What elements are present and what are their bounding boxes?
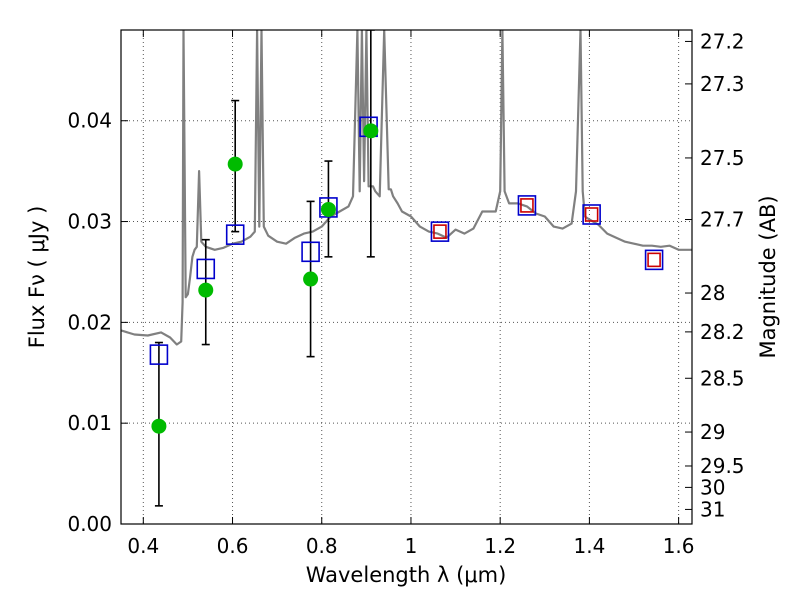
nir-square-2 bbox=[584, 207, 599, 222]
nir-square-0 bbox=[433, 224, 447, 239]
x-tick-label-6: 1.6 bbox=[663, 534, 695, 558]
model-band-square-6 bbox=[430, 221, 450, 242]
y-tick-label-1: 0.01 bbox=[67, 411, 112, 435]
mag-tick-label-2: 27.5 bbox=[700, 146, 745, 170]
observed-point-0 bbox=[151, 418, 167, 434]
mag-tick-label-3: 27.7 bbox=[700, 208, 745, 232]
observed-point-4 bbox=[320, 201, 336, 217]
mag-tick-label-0: 27.2 bbox=[700, 29, 745, 53]
mag-tick-label-7: 29 bbox=[700, 420, 725, 444]
x-axis-label: Wavelength λ (μm) bbox=[306, 563, 507, 587]
model-spectrum bbox=[121, 30, 692, 346]
axis-ticks bbox=[121, 30, 692, 525]
y-tick-label-3: 0.03 bbox=[67, 210, 112, 234]
nir-square-3 bbox=[647, 252, 661, 268]
y-axis-label: Flux Fν ( μJy ) bbox=[25, 206, 49, 349]
mag-tick-label-10: 31 bbox=[700, 497, 725, 521]
observed-point-3 bbox=[303, 271, 319, 287]
mag-tick-label-9: 30 bbox=[700, 475, 725, 499]
y-tick-label-2: 0.02 bbox=[67, 310, 112, 334]
y-axis-right-label: Magnitude (AB) bbox=[756, 195, 780, 358]
model-band-square-0 bbox=[149, 344, 169, 365]
mag-tick-label-5: 28.2 bbox=[700, 320, 745, 344]
observed-point-5 bbox=[363, 123, 379, 139]
model-band-square-1 bbox=[196, 258, 216, 280]
x-tick-label-5: 1.4 bbox=[573, 534, 605, 558]
y-tick-label-4: 0.04 bbox=[67, 109, 112, 133]
observed-point-2 bbox=[227, 156, 243, 172]
x-tick-label-2: 0.8 bbox=[306, 534, 338, 558]
y-tick-label-0: 0.00 bbox=[67, 512, 112, 536]
mag-tick-label-1: 27.3 bbox=[700, 72, 745, 96]
grid-lines bbox=[121, 30, 692, 525]
model-band-square-7 bbox=[517, 195, 537, 216]
model-band-square-3 bbox=[301, 241, 320, 263]
observed-point-1 bbox=[198, 282, 214, 298]
tick-labels: 0.4 0.6 0.8 1 1.2 1.4 1.6 0.00 0.01 0.02 0.03 0.04 2… bbox=[67, 29, 744, 558]
model-band-square-9 bbox=[644, 249, 664, 271]
x-tick-label-4: 1.2 bbox=[484, 534, 516, 558]
model-spectrum-line bbox=[121, 30, 692, 346]
nir-square-1 bbox=[520, 198, 534, 213]
plot-frame bbox=[120, 29, 693, 525]
x-tick-label-0: 0.4 bbox=[127, 534, 159, 558]
x-tick-label-3: 1 bbox=[405, 534, 418, 558]
mag-tick-label-8: 29.5 bbox=[700, 454, 745, 478]
mag-tick-label-6: 28.5 bbox=[700, 366, 745, 390]
model-band-square-8 bbox=[582, 204, 601, 225]
data-markers bbox=[149, 30, 664, 507]
x-tick-label-1: 0.6 bbox=[217, 534, 249, 558]
mag-tick-label-4: 28 bbox=[700, 281, 725, 305]
model-band-square-2 bbox=[225, 224, 245, 245]
